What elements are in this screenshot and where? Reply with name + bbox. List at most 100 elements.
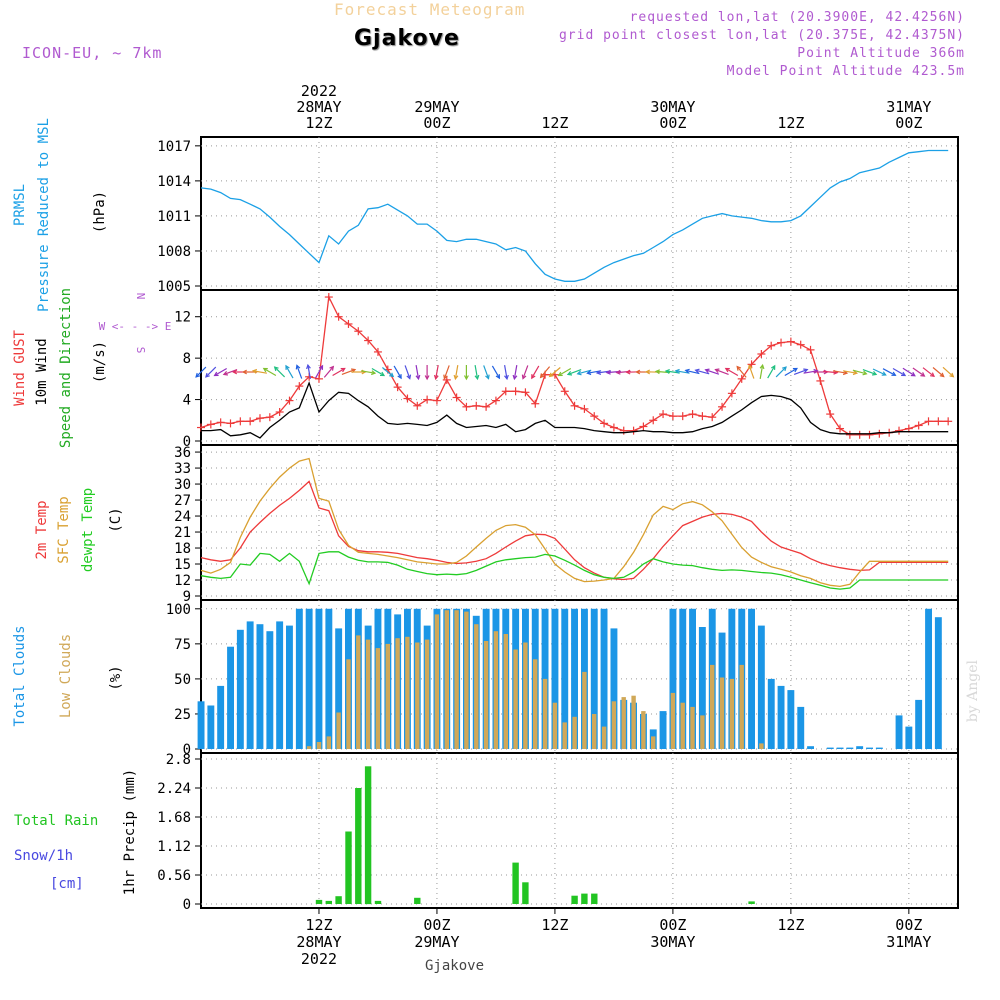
bar-total-rain	[355, 788, 362, 904]
gust-marker	[865, 430, 874, 439]
wind-arrow	[463, 365, 469, 381]
wind-arrow	[424, 365, 430, 381]
gust-marker	[855, 430, 864, 439]
wind-arrow	[548, 367, 561, 378]
gust-marker	[757, 350, 766, 358]
compass-north: N	[134, 293, 147, 300]
gust-marker	[718, 402, 727, 411]
gust-marker	[452, 393, 461, 402]
bar-total-clouds	[600, 608, 608, 749]
bar-low-clouds	[434, 614, 440, 749]
series-line-dewpt-temp	[200, 551, 949, 590]
panel-precip: 0 0.56 1.12 1.68 2.24 2.8 Total Rain Snow/1h [cm…	[14, 752, 959, 913]
bar-low-clouds	[680, 702, 685, 749]
gust-marker	[393, 383, 402, 392]
bar-low-clouds	[562, 722, 567, 749]
time-label-top: 00Z	[659, 114, 686, 132]
gust-marker	[246, 417, 255, 426]
y-tick-label: 2.24	[157, 781, 191, 797]
bar-total-clouds	[590, 608, 598, 749]
bar-total-rain	[315, 899, 323, 904]
time-label-bottom: 31MAY	[886, 933, 931, 951]
bar-total-clouds	[748, 608, 755, 749]
bar-low-clouds	[582, 671, 587, 749]
time-label-top: 00Z	[895, 114, 922, 132]
time-label-top: 12Z	[541, 114, 568, 132]
wind-arrow	[793, 368, 809, 375]
panel-frame	[200, 289, 959, 446]
gust-marker	[826, 410, 835, 419]
gust-marker	[354, 327, 363, 336]
gust-marker	[895, 426, 904, 435]
bar-low-clouds	[729, 678, 735, 749]
bar-total-clouds	[679, 608, 687, 749]
bar-total-clouds	[669, 608, 677, 749]
side-label-gust: Wind GUST	[12, 330, 28, 406]
wind-arrow	[393, 365, 402, 380]
y-tick-label: 18	[174, 541, 191, 557]
wind-arrow	[314, 364, 324, 379]
wind-arrow	[222, 369, 238, 376]
bar-total-clouds	[787, 690, 795, 749]
wind-arrow	[862, 369, 878, 376]
bar-total-clouds	[846, 747, 854, 749]
bar-low-clouds	[464, 611, 469, 749]
gust-marker	[314, 374, 323, 383]
time-label-top: 28MAY	[296, 98, 341, 116]
bar-total-clouds	[659, 711, 667, 749]
gust-marker	[472, 401, 481, 410]
wind-arrow	[714, 368, 729, 375]
side-label-2m: 2m Temp	[34, 500, 50, 559]
time-label-top: 29MAY	[414, 98, 459, 116]
gust-marker	[491, 396, 500, 405]
gust-marker	[786, 337, 795, 346]
side-label-sfc: SFC Temp	[56, 496, 72, 563]
bar-low-clouds	[523, 642, 528, 749]
bar-low-clouds	[395, 638, 400, 749]
bar-low-clouds	[424, 639, 430, 749]
side-label-prmsl: PRMSL	[12, 184, 28, 226]
y-tick-label: 12	[174, 573, 191, 589]
wind-arrow	[747, 364, 755, 379]
wind-arrow	[775, 366, 787, 378]
wind-arrow	[882, 368, 897, 376]
y-tick-label: 27	[174, 493, 191, 509]
wind-arrow	[784, 367, 798, 377]
wind-arrow	[332, 367, 346, 377]
time-label-bottom: 00Z	[423, 916, 450, 934]
wind-arrow	[557, 367, 572, 377]
gust-marker	[836, 424, 845, 433]
gust-marker	[423, 395, 432, 404]
wind-arrow	[531, 365, 540, 380]
panel-frame	[200, 444, 959, 601]
time-label-bottom: 00Z	[895, 916, 922, 934]
y-tick-label: 0.56	[157, 868, 191, 884]
panel-clouds: 0 25 50 75 100 Total Clouds Low Clouds (%)	[12, 599, 959, 758]
bar-low-clouds	[552, 702, 558, 749]
bar-low-clouds	[700, 715, 705, 749]
bar-low-clouds	[375, 648, 381, 749]
wind-arrow	[285, 364, 294, 379]
time-label-top: 00Z	[423, 114, 450, 132]
time-label-bottom: 30MAY	[650, 933, 695, 951]
time-label-top: 31MAY	[886, 98, 931, 116]
bar-low-clouds	[385, 643, 390, 749]
time-label-top: 2022	[301, 82, 337, 100]
bar-total-clouds	[698, 627, 706, 749]
gust-marker	[609, 423, 618, 432]
side-label-rain: Total Rain	[14, 813, 98, 829]
bar-low-clouds	[513, 649, 518, 749]
bar-total-clouds	[305, 608, 313, 749]
unit-label: (C)	[108, 507, 124, 532]
bar-total-clouds	[777, 685, 785, 749]
wind-arrow	[415, 364, 421, 381]
bar-low-clouds	[641, 711, 646, 749]
bar-total-clouds	[807, 746, 814, 749]
y-tick-label: 33	[174, 461, 191, 477]
bar-total-clouds	[925, 608, 932, 749]
wind-arrow	[912, 367, 926, 377]
bar-low-clouds	[306, 746, 312, 749]
panel-frame	[200, 599, 959, 754]
gust-marker	[364, 336, 373, 345]
